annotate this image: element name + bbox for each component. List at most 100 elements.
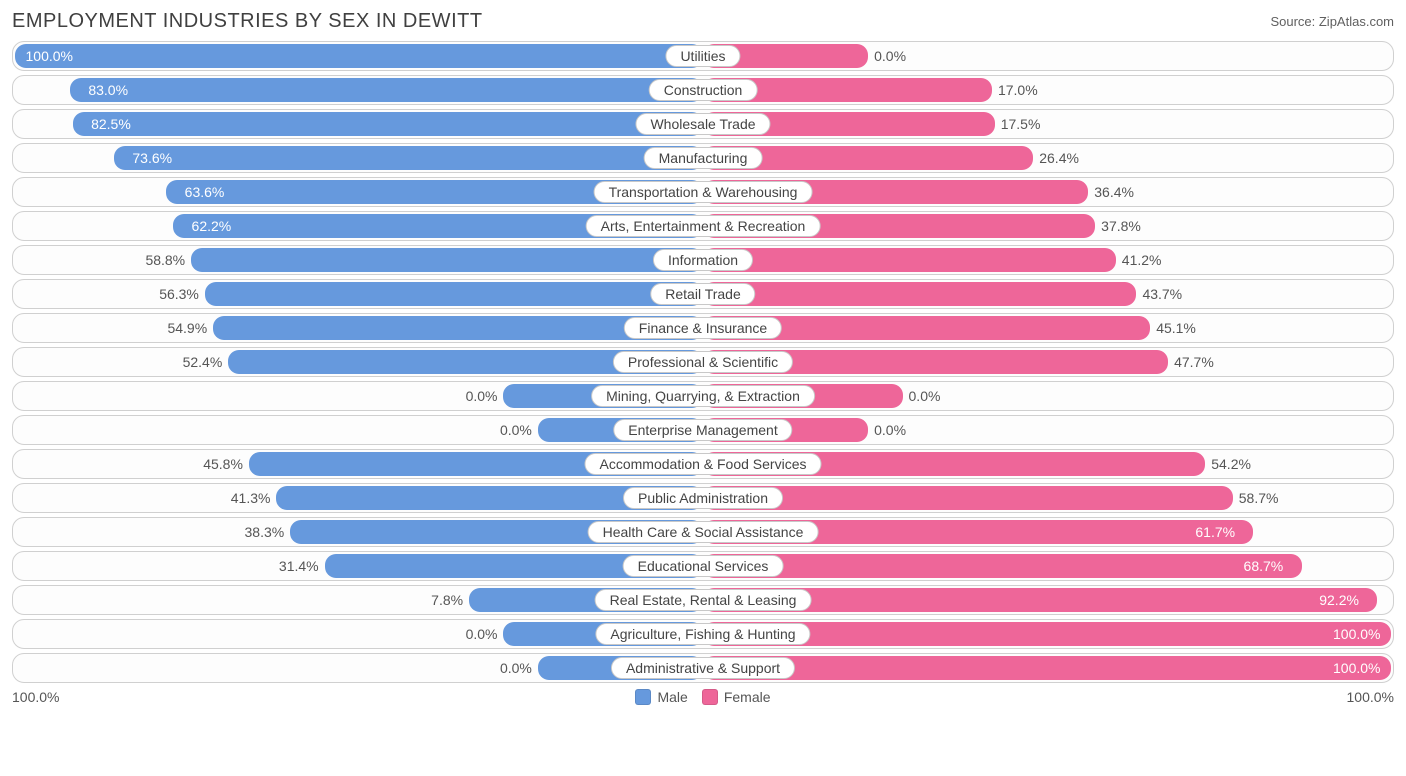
value-label-male: 58.8%: [145, 252, 185, 268]
chart-source: Source: ZipAtlas.com: [1270, 14, 1394, 29]
category-label: Health Care & Social Assistance: [588, 521, 819, 543]
value-label-male: 83.0%: [88, 82, 128, 98]
value-label-male: 63.6%: [185, 184, 225, 200]
bar-male: [73, 112, 703, 136]
category-label: Retail Trade: [650, 283, 755, 305]
value-label-male: 0.0%: [466, 388, 498, 404]
bar-female: [703, 282, 1136, 306]
category-label: Mining, Quarrying, & Extraction: [591, 385, 815, 407]
value-label-male: 56.3%: [159, 286, 199, 302]
value-label-male: 100.0%: [26, 48, 73, 64]
bar-male: [114, 146, 703, 170]
category-label: Enterprise Management: [613, 419, 792, 441]
chart-row: 31.4% 68.7% Educational Services: [12, 551, 1394, 581]
category-label: Arts, Entertainment & Recreation: [586, 215, 821, 237]
legend: Male Female: [635, 689, 770, 705]
category-label: Wholesale Trade: [635, 113, 770, 135]
value-label-male: 41.3%: [231, 490, 271, 506]
category-label: Accommodation & Food Services: [585, 453, 822, 475]
axis-legend-row: 100.0% Male Female 100.0%: [12, 689, 1394, 705]
value-label-female: 0.0%: [874, 422, 906, 438]
chart-row: 0.0% 0.0% Enterprise Management: [12, 415, 1394, 445]
value-label-female: 37.8%: [1101, 218, 1141, 234]
chart-row: 56.3% 43.7% Retail Trade: [12, 279, 1394, 309]
chart-row: 38.3% 61.7% Health Care & Social Assistanc…: [12, 517, 1394, 547]
value-label-female: 58.7%: [1239, 490, 1279, 506]
value-label-male: 82.5%: [91, 116, 131, 132]
legend-swatch-male: [635, 689, 651, 705]
value-label-male: 0.0%: [466, 626, 498, 642]
bar-male: [191, 248, 703, 272]
chart-row: 82.5% 17.5% Wholesale Trade: [12, 109, 1394, 139]
value-label-male: 73.6%: [132, 150, 172, 166]
value-label-female: 100.0%: [1333, 660, 1380, 676]
value-label-female: 17.5%: [1001, 116, 1041, 132]
chart-header: EMPLOYMENT INDUSTRIES BY SEX IN DEWITT S…: [12, 10, 1394, 33]
value-label-female: 100.0%: [1333, 626, 1380, 642]
value-label-male: 0.0%: [500, 660, 532, 676]
legend-label-female: Female: [724, 689, 771, 705]
chart-row: 62.2% 37.8% Arts, Entertainment & Recreati…: [12, 211, 1394, 241]
chart-row: 52.4% 47.7% Professional & Scientific: [12, 347, 1394, 377]
category-label: Agriculture, Fishing & Hunting: [595, 623, 810, 645]
value-label-female: 61.7%: [1195, 524, 1235, 540]
category-label: Administrative & Support: [611, 657, 795, 679]
category-label: Real Estate, Rental & Leasing: [595, 589, 812, 611]
chart-row: 83.0% 17.0% Construction: [12, 75, 1394, 105]
value-label-female: 68.7%: [1244, 558, 1284, 574]
value-label-male: 38.3%: [245, 524, 285, 540]
category-label: Construction: [649, 79, 758, 101]
value-label-male: 7.8%: [431, 592, 463, 608]
category-label: Educational Services: [623, 555, 784, 577]
value-label-female: 0.0%: [909, 388, 941, 404]
bar-male: [205, 282, 703, 306]
chart-row: 45.8% 54.2% Accommodation & Food Services: [12, 449, 1394, 479]
bar-male: [15, 44, 703, 68]
category-label: Professional & Scientific: [613, 351, 793, 373]
chart-row: 73.6% 26.4% Manufacturing: [12, 143, 1394, 173]
category-label: Transportation & Warehousing: [594, 181, 813, 203]
axis-left-label: 100.0%: [12, 689, 59, 705]
value-label-female: 92.2%: [1319, 592, 1359, 608]
diverging-bar-chart: 100.0% 0.0% Utilities 83.0% 17.0% Constructio…: [12, 41, 1394, 683]
value-label-male: 0.0%: [500, 422, 532, 438]
legend-item-female: Female: [702, 689, 771, 705]
value-label-female: 36.4%: [1094, 184, 1134, 200]
legend-item-male: Male: [635, 689, 687, 705]
chart-row: 41.3% 58.7% Public Administration: [12, 483, 1394, 513]
chart-row: 0.0% 100.0% Administrative & Support: [12, 653, 1394, 683]
value-label-female: 26.4%: [1039, 150, 1079, 166]
value-label-female: 47.7%: [1174, 354, 1214, 370]
bar-male: [70, 78, 703, 102]
value-label-male: 54.9%: [167, 320, 207, 336]
axis-right-label: 100.0%: [1347, 689, 1394, 705]
value-label-female: 41.2%: [1122, 252, 1162, 268]
chart-row: 54.9% 45.1% Finance & Insurance: [12, 313, 1394, 343]
value-label-female: 17.0%: [998, 82, 1038, 98]
value-label-female: 0.0%: [874, 48, 906, 64]
chart-row: 63.6% 36.4% Transportation & Warehousing: [12, 177, 1394, 207]
chart-row: 0.0% 0.0% Mining, Quarrying, & Extraction: [12, 381, 1394, 411]
value-label-male: 62.2%: [192, 218, 232, 234]
value-label-female: 43.7%: [1142, 286, 1182, 302]
category-label: Manufacturing: [644, 147, 763, 169]
category-label: Finance & Insurance: [624, 317, 782, 339]
bar-female: [703, 248, 1116, 272]
value-label-male: 31.4%: [279, 558, 319, 574]
bar-female: [703, 554, 1302, 578]
category-label: Utilities: [665, 45, 740, 67]
chart-title: EMPLOYMENT INDUSTRIES BY SEX IN DEWITT: [12, 10, 483, 33]
value-label-male: 45.8%: [203, 456, 243, 472]
category-label: Information: [653, 249, 753, 271]
chart-row: 58.8% 41.2% Information: [12, 245, 1394, 275]
legend-swatch-female: [702, 689, 718, 705]
value-label-female: 54.2%: [1211, 456, 1251, 472]
legend-label-male: Male: [657, 689, 687, 705]
chart-row: 7.8% 92.2% Real Estate, Rental & Leasing: [12, 585, 1394, 615]
chart-row: 0.0% 100.0% Agriculture, Fishing & Hunting: [12, 619, 1394, 649]
value-label-female: 45.1%: [1156, 320, 1196, 336]
chart-row: 100.0% 0.0% Utilities: [12, 41, 1394, 71]
bar-female: [703, 656, 1391, 680]
category-label: Public Administration: [623, 487, 783, 509]
value-label-male: 52.4%: [183, 354, 223, 370]
